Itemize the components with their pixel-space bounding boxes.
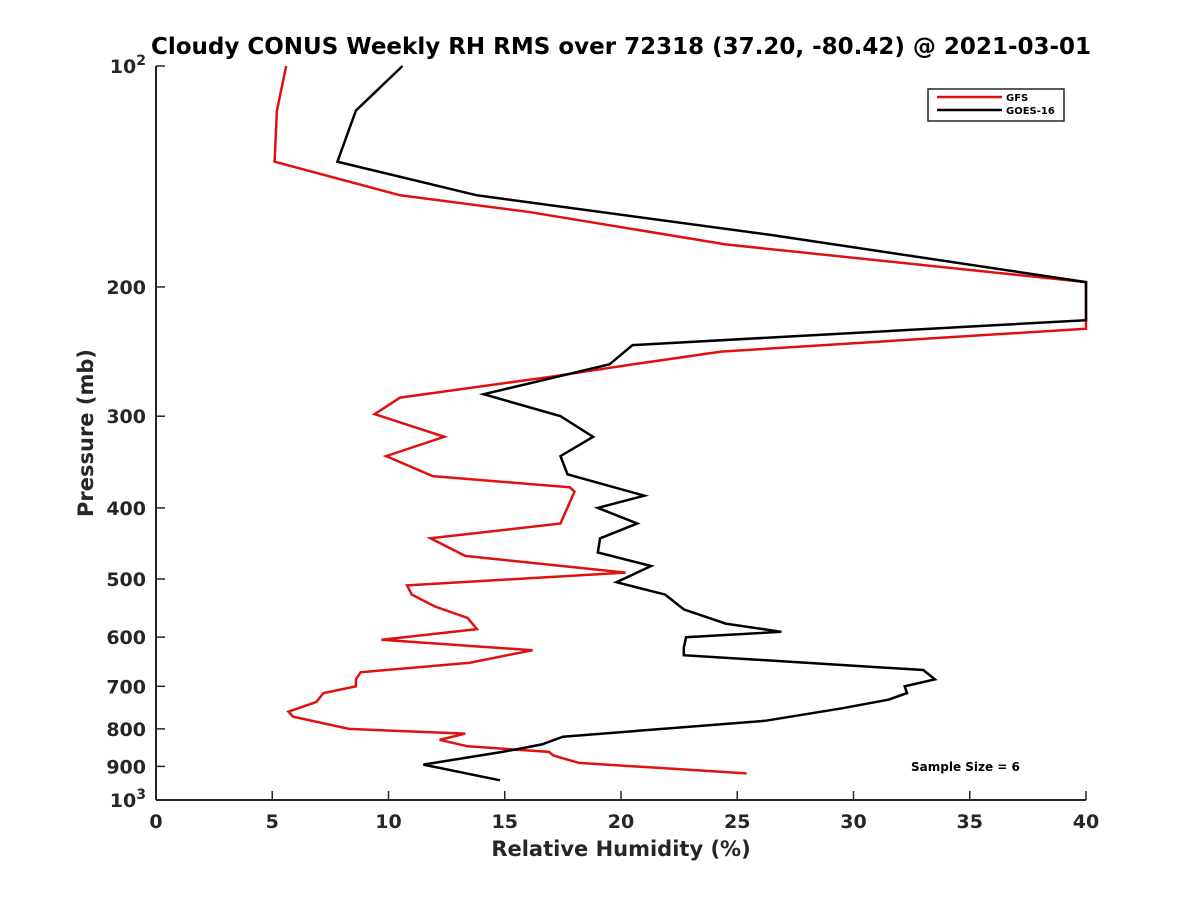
y-tick-label: 500 bbox=[106, 569, 146, 591]
y-tick-base: 10 bbox=[110, 790, 136, 812]
y-tick-label: 102 bbox=[110, 53, 146, 78]
series-line-goes16 bbox=[335, 65, 1088, 782]
y-tick-exponent: 3 bbox=[136, 787, 146, 803]
sample-size-annotation: Sample Size = 6 bbox=[911, 760, 1020, 774]
x-tick-label: 30 bbox=[840, 811, 866, 833]
chart-title: Cloudy CONUS Weekly RH RMS over 72318 (3… bbox=[151, 34, 1091, 60]
plot-area: 0 5 10 15 20 25 30 35 40 10220030040050060070080… bbox=[106, 53, 1099, 833]
x-tick-label: 35 bbox=[957, 811, 983, 833]
y-tick-base: 10 bbox=[110, 56, 136, 78]
y-tick-label: 103 bbox=[110, 787, 146, 812]
x-tick-label: 20 bbox=[608, 811, 634, 833]
x-tick-label: 15 bbox=[492, 811, 518, 833]
series-line-gfs bbox=[273, 65, 1088, 775]
series-layer bbox=[273, 65, 1088, 782]
y-tick-label: 400 bbox=[106, 498, 146, 520]
y-axis-label: Pressure (mb) bbox=[74, 349, 98, 517]
x-tick-layer: 0 5 10 15 20 25 30 35 40 bbox=[149, 791, 1099, 833]
legend-box bbox=[927, 88, 1065, 122]
y-tick-label: 300 bbox=[106, 406, 146, 428]
legend-label-goes16: GOES-16 bbox=[1006, 106, 1055, 117]
legend: GFS GOES-16 bbox=[927, 88, 1065, 122]
y-tick-label: 600 bbox=[106, 627, 146, 649]
y-tick-label: 900 bbox=[106, 756, 146, 778]
x-tick-label: 10 bbox=[375, 811, 401, 833]
y-tick-exponent: 2 bbox=[136, 53, 146, 69]
y-tick-label: 200 bbox=[106, 277, 146, 299]
x-tick-label: 0 bbox=[149, 811, 162, 833]
y-tick-label: 700 bbox=[106, 676, 146, 698]
x-tick-label: 25 bbox=[724, 811, 750, 833]
x-tick-label: 40 bbox=[1073, 811, 1099, 833]
x-tick-label: 5 bbox=[266, 811, 279, 833]
x-axis-label: Relative Humidity (%) bbox=[491, 837, 750, 861]
y-tick-label: 800 bbox=[106, 719, 146, 741]
legend-label-gfs: GFS bbox=[1006, 93, 1028, 104]
